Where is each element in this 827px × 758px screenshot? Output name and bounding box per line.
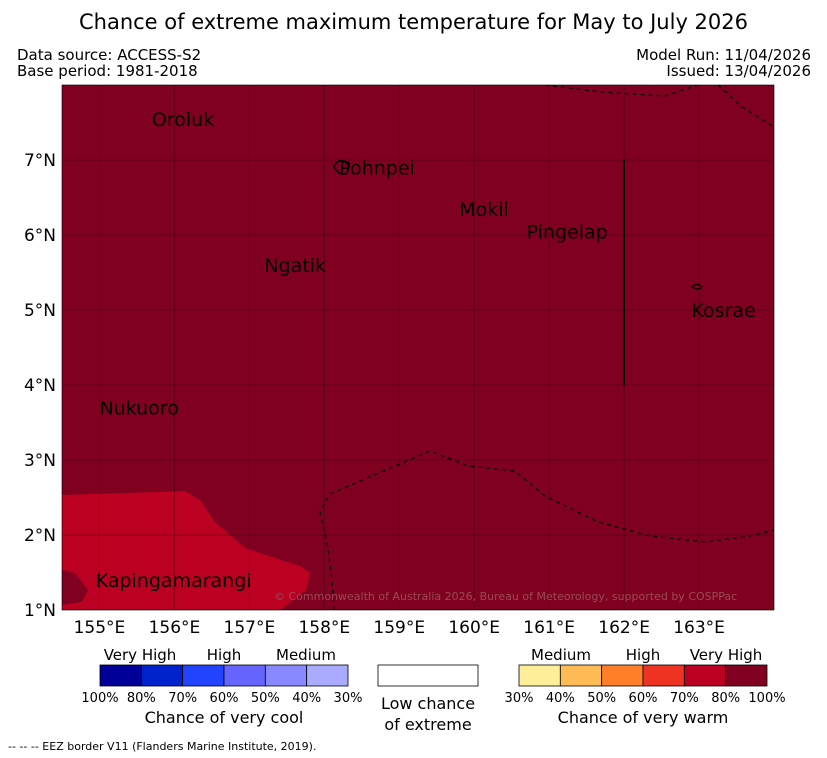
eez-border-south — [319, 450, 774, 610]
pohnpei-island — [333, 159, 350, 175]
y-tick-label: 2°N — [24, 526, 56, 546]
colorbar-swatch — [725, 664, 768, 687]
colorbar-tick-label: 30% — [334, 691, 363, 706]
x-tick-label: 160°E — [448, 618, 500, 638]
colorbar-swatch — [223, 664, 266, 687]
colorbar-swatch — [140, 664, 184, 687]
warm-heading-very-high: Very High — [690, 646, 763, 664]
warm-ticks: 30% 40% 50% 60% 70% 80% 100% — [505, 691, 786, 706]
place-label: Ngatik — [264, 255, 326, 277]
x-tick-label: 158°E — [298, 618, 350, 638]
low-chance-legend: Low chance of extreme — [377, 664, 479, 734]
place-label: Mokil — [459, 199, 509, 221]
colorbar-tick-label: 80% — [711, 691, 740, 706]
y-tick-label: 7°N — [24, 151, 56, 171]
cool-caption: Chance of very cool — [145, 708, 304, 727]
base-period-label: Base period: 1981-2018 — [17, 62, 198, 80]
very-high-warm-patch — [62, 570, 88, 605]
eez-border-north — [544, 85, 698, 97]
y-tick-label: 6°N — [24, 226, 56, 246]
x-tick-label: 156°E — [149, 618, 201, 638]
warm-legend: Medium High Very High 30% 40% 50% 60% 70% 80%… — [505, 646, 786, 727]
colorbar-swatch — [559, 664, 603, 687]
model-run-label: Model Run: 11/04/2026 — [636, 46, 811, 64]
colorbar-swatch — [518, 664, 561, 687]
kosrae-island — [691, 283, 703, 290]
colorbar-swatch — [601, 664, 644, 687]
colorbar-swatch — [306, 664, 349, 687]
eez-footnote: -- -- -- EEZ border V11 (Flanders Marine… — [8, 740, 316, 753]
warm-caption: Chance of very warm — [558, 708, 729, 727]
colorbar-swatch — [264, 664, 308, 687]
cool-colorbar — [99, 664, 349, 687]
longitude-axis: 155°E 156°E 157°E 158°E 159°E 160°E 161°E 162°E… — [74, 618, 725, 638]
cool-heading-high: High — [207, 646, 241, 664]
colorbar-tick-label: 40% — [546, 691, 575, 706]
cool-heading-very-high: Very High — [104, 646, 177, 664]
x-tick-label: 161°E — [523, 618, 575, 638]
low-chance-caption-1: Low chance — [381, 694, 475, 713]
x-tick-label: 157°E — [224, 618, 276, 638]
place-label: Pingelap — [527, 221, 608, 243]
low-chance-swatch — [377, 664, 479, 687]
colorbar-tick-label: 30% — [505, 691, 534, 706]
place-label: Pohnpei — [339, 158, 415, 180]
y-tick-label: 1°N — [24, 601, 56, 621]
colorbar-tick-label: 70% — [670, 691, 699, 706]
warm-heading-medium: Medium — [531, 646, 591, 664]
colorbar-swatch — [182, 664, 225, 687]
place-label: Kapingamarangi — [96, 570, 252, 592]
x-tick-label: 159°E — [373, 618, 425, 638]
colorbar-tick-label: 40% — [292, 691, 321, 706]
copyright-watermark: © Commonwealth of Australia 2026, Bureau… — [274, 590, 737, 603]
map-frame — [61, 84, 775, 611]
colorbar-tick-label: 60% — [629, 691, 658, 706]
x-tick-label: 163°E — [673, 618, 725, 638]
cool-legend: Very High High Medium 100% 80% 70% 60% 50% 40… — [81, 646, 362, 727]
colorbar-tick-label: 50% — [587, 691, 616, 706]
y-tick-label: 5°N — [24, 301, 56, 321]
cool-ticks: 100% 80% 70% 60% 50% 40% 30% — [81, 691, 362, 706]
colorbar-swatch — [99, 664, 142, 687]
x-tick-label: 162°E — [598, 618, 650, 638]
data-source-label: Data source: ACCESS-S2 — [17, 46, 202, 64]
chart-title: Chance of extreme maximum temperature fo… — [78, 10, 748, 34]
latitude-axis: 7°N 6°N 5°N 4°N 3°N 2°N 1°N — [24, 151, 56, 621]
colorbar-tick-label: 60% — [210, 691, 239, 706]
place-label: Oroluk — [152, 109, 214, 131]
colorbar-tick-label: 100% — [81, 691, 118, 706]
colorbar-tick-label: 80% — [127, 691, 156, 706]
colorbar-tick-label: 100% — [748, 691, 785, 706]
place-labels: Oroluk Pohnpei Mokil Pingelap Ngatik Kosrae Nu… — [96, 109, 756, 592]
place-label: Nukuoro — [99, 398, 178, 420]
warm-colorbar — [518, 664, 768, 687]
x-tick-label: 155°E — [74, 618, 126, 638]
colorbar-tick-label: 50% — [251, 691, 280, 706]
colorbar-tick-label: 70% — [168, 691, 197, 706]
colorbar-swatch — [683, 664, 727, 687]
eez-border-northeast — [717, 85, 774, 128]
colorbar-swatch — [642, 664, 685, 687]
cool-heading-medium: Medium — [276, 646, 336, 664]
high-warm-region — [62, 491, 310, 610]
low-chance-caption-2: of extreme — [384, 715, 471, 734]
y-tick-label: 4°N — [24, 376, 56, 396]
issued-label: Issued: 13/04/2026 — [666, 62, 811, 80]
place-label: Kosrae — [692, 300, 756, 322]
warm-heading-high: High — [626, 646, 660, 664]
y-tick-label: 3°N — [24, 451, 56, 471]
